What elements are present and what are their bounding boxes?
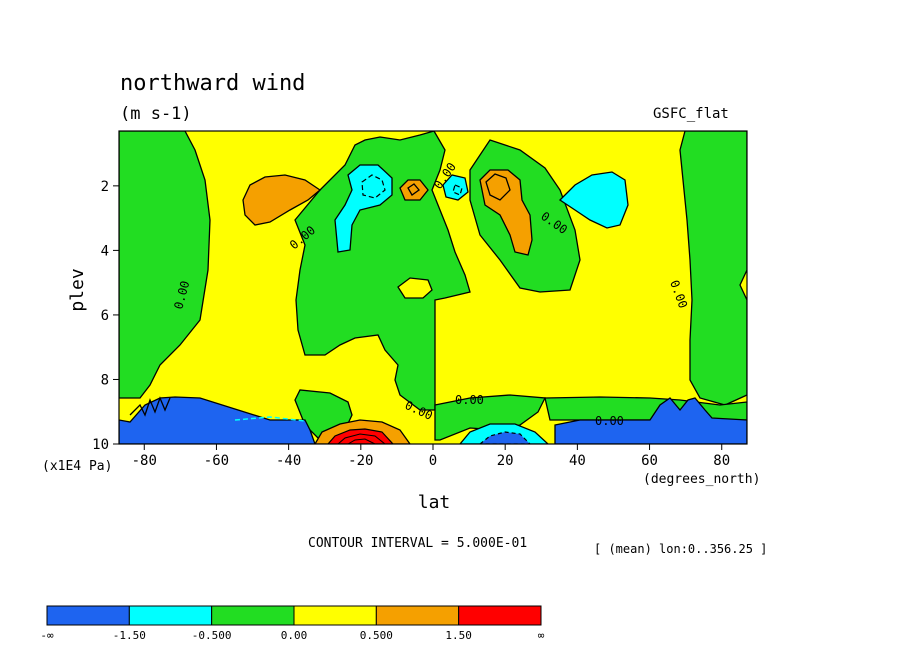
chart-units: (m s-1) [120, 104, 192, 124]
x-tick-label: -20 [348, 453, 373, 469]
contour-line-surface-core-1 [337, 433, 386, 444]
contour-fill-layer [119, 131, 747, 444]
region-negative-core-small [442, 174, 469, 201]
region-positive-core-mid-left [399, 179, 429, 201]
y-axis: 2 4 6 8 10 [92, 179, 119, 453]
colorbar-swatch [46, 605, 130, 626]
y-tick-label: 10 [92, 437, 109, 453]
contour-label: 0.00 [595, 414, 624, 428]
contour-solid-mid-right [485, 173, 511, 201]
contour-line-surface-core-2 [347, 438, 376, 444]
y-tick-label: 8 [101, 372, 109, 388]
x-tick-label: 80 [713, 453, 730, 469]
chart-title: northward wind [120, 71, 305, 96]
region-negative-left [119, 131, 211, 399]
x-tick-label: -60 [204, 453, 229, 469]
colorbar-swatch [375, 605, 460, 626]
contour-label: 0.00 [455, 393, 484, 407]
region-strong-positive-surface [327, 428, 394, 444]
region-strong-negative-right [554, 397, 747, 444]
contour-wiggle-left [129, 396, 171, 417]
region-strong-negative-surface [479, 431, 531, 444]
region-positive-core-left [242, 174, 322, 226]
mean-lon-text: [ (mean) lon:0..356.25 ] [594, 542, 767, 556]
colorbar-level-label: -0.500 [192, 629, 232, 642]
x-axis: -80 -60 -40 -20 0 20 40 60 80 [132, 444, 730, 469]
colorbar-level-label: 0.500 [360, 629, 393, 642]
contour-dashed-right-core [452, 184, 463, 196]
contour-interval-text: CONTOUR INTERVAL = 5.000E-01 [308, 536, 527, 551]
contour-dashed-left-core [361, 174, 386, 199]
region-positive-core-mid-right [479, 169, 533, 256]
region-negative-center [294, 131, 471, 411]
contour-dashed-surface-left [234, 416, 306, 422]
x-tick-label: 60 [641, 453, 658, 469]
region-negative-right [679, 131, 747, 406]
x-tick-label: -40 [276, 453, 301, 469]
colorbar: -∞ -1.50 -0.500 0.00 0.500 1.50 ∞ [40, 605, 545, 642]
x-tick-label: 40 [569, 453, 586, 469]
colorbar-swatch [211, 605, 295, 626]
y-tick-label: 6 [101, 308, 109, 324]
region-negative-core-right [558, 171, 629, 229]
colorbar-swatch [458, 605, 542, 626]
region-negative-bottom-center [434, 394, 547, 441]
x-tick-label: -80 [132, 453, 157, 469]
region-strong-negative-left [119, 396, 316, 444]
x-tick-label: 20 [497, 453, 514, 469]
x-tick-label: 0 [429, 453, 437, 469]
y-axis-units: (x1E4 Pa) [42, 459, 112, 474]
colorbar-level-label: 1.50 [445, 629, 472, 642]
contour-solid-mid-left [407, 183, 420, 196]
colorbar-level-label: 0.00 [281, 629, 308, 642]
dataset-label: GSFC_flat [653, 106, 729, 122]
colorbar-swatch [128, 605, 213, 626]
region-negative-core-left [334, 164, 393, 253]
y-tick-label: 2 [101, 179, 109, 195]
colorbar-swatch [293, 605, 377, 626]
y-tick-label: 4 [101, 243, 109, 259]
contour-plot-area: 0.00 0.00 0.00 0.00 0.00 0.00 0.00 0.00 [118, 130, 748, 445]
colorbar-level-label: -1.50 [113, 629, 146, 642]
colorbar-level-label: -∞ [40, 629, 54, 642]
y-axis-label: plev [67, 268, 88, 311]
x-axis-units: (degrees_north) [643, 472, 760, 487]
colorbar-level-label: ∞ [538, 629, 545, 642]
x-axis-label: lat [418, 492, 451, 513]
region-positive-island [397, 277, 433, 299]
